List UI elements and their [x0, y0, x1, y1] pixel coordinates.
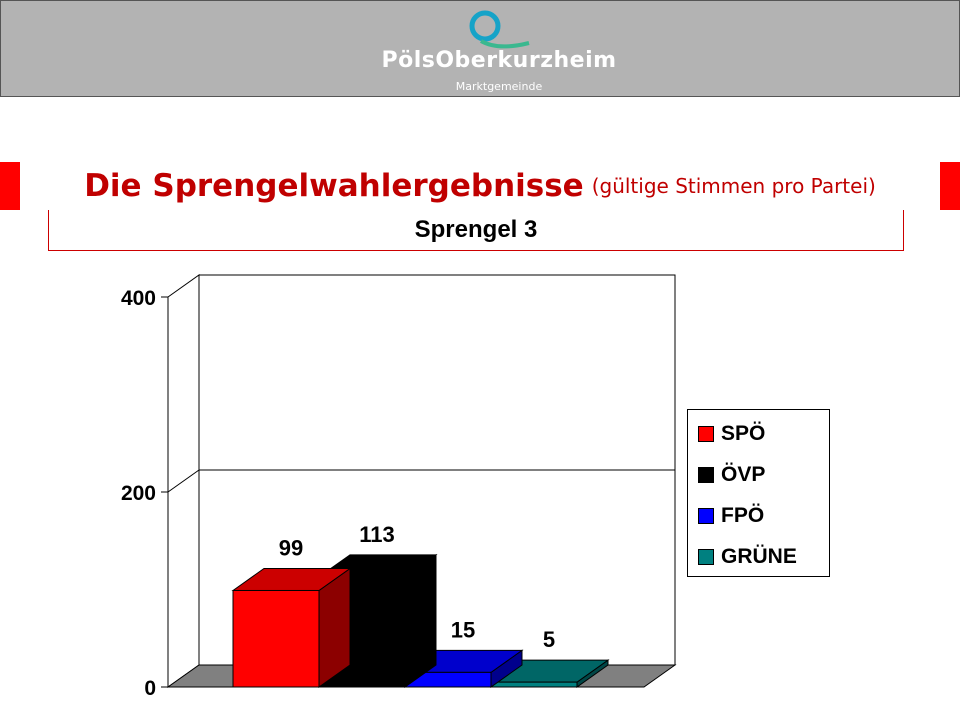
- data-label: 15: [451, 617, 475, 642]
- legend-item: FPÖ: [698, 504, 764, 528]
- legend-label: GRÜNE: [721, 545, 797, 568]
- page-title-note: (gültige Stimmen pro Partei): [591, 174, 876, 198]
- data-label: 99: [279, 535, 303, 560]
- legend-swatch: [698, 549, 714, 565]
- legend-item: GRÜNE: [698, 545, 797, 569]
- logo-icon: [469, 10, 530, 49]
- legend-label: SPÖ: [721, 422, 766, 445]
- logo-subtitle: Marktgemeinde: [455, 80, 543, 93]
- title-box: Die Sprengelwahlergebnisse (gültige Stim…: [20, 162, 940, 210]
- legend-item: ÖVP: [698, 463, 765, 487]
- legend-swatch: [698, 508, 714, 524]
- y-tick-label: 400: [121, 287, 156, 310]
- data-label: 5: [543, 627, 555, 652]
- logo-name: PölsOberkurzheim: [381, 48, 617, 73]
- legend-label: ÖVP: [721, 463, 766, 486]
- legend-label: FPÖ: [721, 504, 765, 527]
- y-tick-label: 0: [144, 677, 156, 700]
- gridline-side: [167, 469, 200, 493]
- bar-front: [232, 589, 320, 688]
- legend-swatch: [698, 467, 714, 483]
- chart-legend: SPÖ ÖVP FPÖ GRÜNE: [687, 409, 830, 577]
- chart-subtitle: Sprengel 3: [48, 210, 904, 251]
- bar-front: [490, 681, 578, 688]
- bar-spö: [231, 567, 352, 688]
- legend-item: SPÖ: [698, 422, 765, 446]
- y-tick-label: 200: [121, 482, 156, 505]
- legend-swatch: [698, 426, 714, 442]
- data-label: 113: [359, 522, 395, 547]
- bar-side: [404, 553, 437, 688]
- page-title: Die Sprengelwahlergebnisse: [84, 168, 584, 204]
- header-bar: PölsOberkurzheim Marktgemeinde: [0, 0, 960, 97]
